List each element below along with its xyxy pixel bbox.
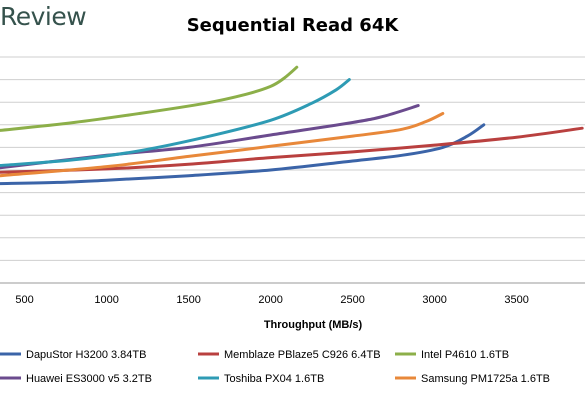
series-line-1: [0, 123, 486, 186]
legend-label: Toshiba PX04 1.6TB: [224, 373, 324, 385]
x-axis-label: Throughput (MB/s): [264, 319, 363, 331]
site-logo: Review: [0, 2, 87, 31]
legend-label: DapuStor H3200 3.84TB: [26, 349, 146, 361]
legend: DapuStor H3200 3.84TB Memblaze PBlaze5 C9…: [0, 349, 550, 385]
x-tick-label: 1500: [176, 294, 200, 306]
series-lines: [0, 65, 584, 186]
legend-label: Samsung PM1725a 1.6TB: [421, 373, 550, 385]
x-tick-label: 3500: [504, 294, 528, 306]
x-tick-label: 500: [15, 294, 33, 306]
series-line-5: [0, 78, 351, 167]
legend-label: Huawei ES3000 v5 3.2TB: [26, 373, 152, 385]
legend-label: Intel P4610 1.6TB: [421, 349, 509, 361]
x-tick-label: 3000: [422, 294, 446, 306]
x-tick-label: 2000: [258, 294, 282, 306]
series-line-6: [0, 112, 445, 178]
legend-label: Memblaze PBlaze5 C926 6.4TB: [224, 349, 381, 361]
series-line-3: [0, 65, 299, 132]
x-tick-label: 2500: [340, 294, 364, 306]
x-tick-label: 1000: [94, 294, 118, 306]
series-line-2: [0, 126, 584, 174]
x-axis-ticks: 500 1000 1500 2000 2500 3000 3500: [15, 294, 528, 306]
chart-title: Sequential Read 64K: [186, 15, 399, 36]
